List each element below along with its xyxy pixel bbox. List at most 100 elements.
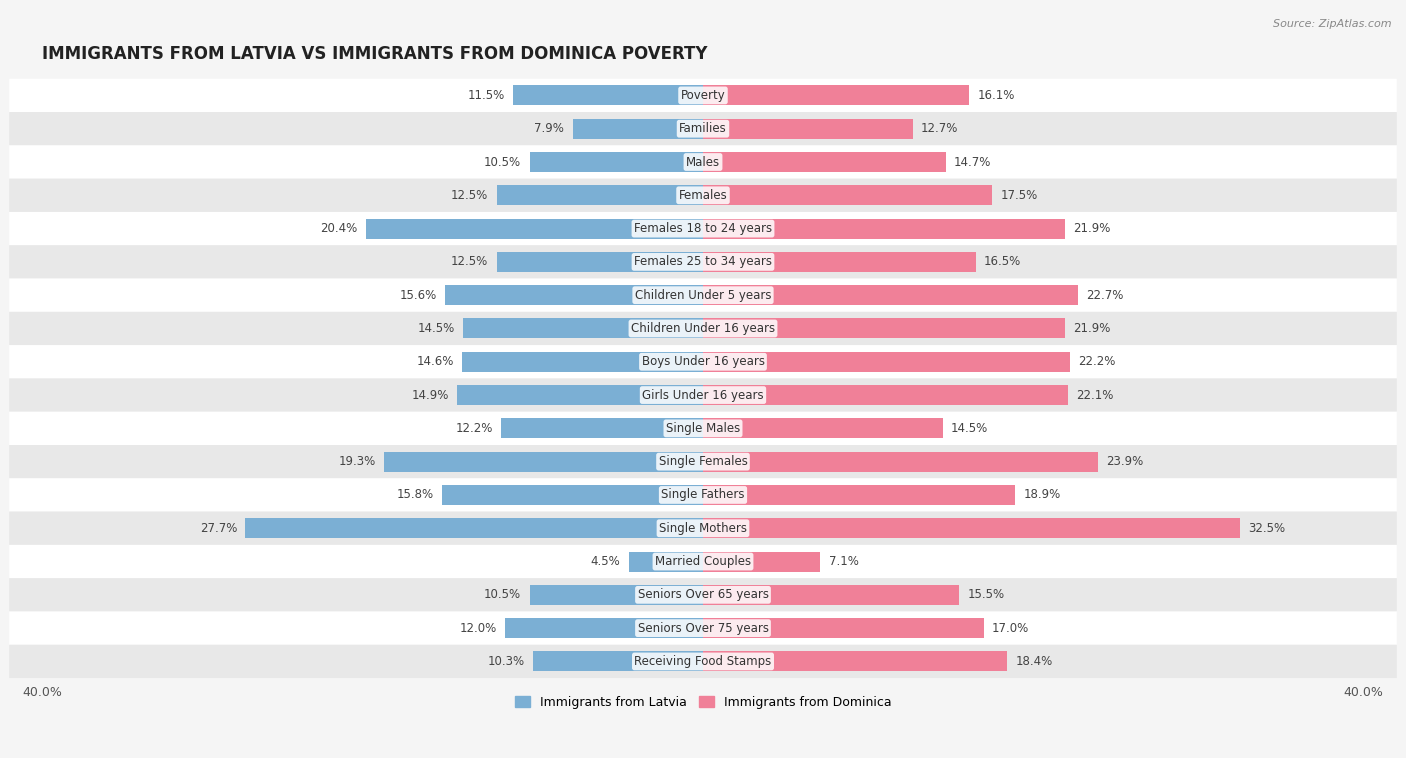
Text: 16.5%: 16.5% xyxy=(984,255,1021,268)
Bar xyxy=(703,119,912,139)
Text: 12.0%: 12.0% xyxy=(460,622,496,634)
Text: 10.3%: 10.3% xyxy=(488,655,524,668)
Bar xyxy=(703,252,976,272)
Text: Receiving Food Stamps: Receiving Food Stamps xyxy=(634,655,772,668)
Bar xyxy=(446,285,703,305)
Text: Females 18 to 24 years: Females 18 to 24 years xyxy=(634,222,772,235)
Text: Boys Under 16 years: Boys Under 16 years xyxy=(641,356,765,368)
Legend: Immigrants from Latvia, Immigrants from Dominica: Immigrants from Latvia, Immigrants from … xyxy=(509,691,897,714)
Text: 7.1%: 7.1% xyxy=(828,555,859,568)
Bar xyxy=(461,352,703,371)
FancyBboxPatch shape xyxy=(10,212,1396,246)
Text: Married Couples: Married Couples xyxy=(655,555,751,568)
Text: Single Mothers: Single Mothers xyxy=(659,522,747,534)
Text: 22.2%: 22.2% xyxy=(1078,356,1115,368)
Bar xyxy=(464,318,703,339)
FancyBboxPatch shape xyxy=(10,146,1396,179)
Text: 7.9%: 7.9% xyxy=(534,122,564,135)
Bar xyxy=(703,352,1070,371)
FancyBboxPatch shape xyxy=(10,578,1396,612)
Text: Girls Under 16 years: Girls Under 16 years xyxy=(643,389,763,402)
Text: 23.9%: 23.9% xyxy=(1107,455,1143,468)
Bar xyxy=(441,485,703,505)
Bar xyxy=(703,385,1069,405)
FancyBboxPatch shape xyxy=(10,79,1396,112)
Text: 12.5%: 12.5% xyxy=(451,189,488,202)
FancyBboxPatch shape xyxy=(10,246,1396,278)
Text: Children Under 16 years: Children Under 16 years xyxy=(631,322,775,335)
Bar xyxy=(703,585,959,605)
FancyBboxPatch shape xyxy=(10,545,1396,578)
Bar xyxy=(703,518,1240,538)
Text: 14.5%: 14.5% xyxy=(950,422,988,435)
Text: Seniors Over 75 years: Seniors Over 75 years xyxy=(637,622,769,634)
FancyBboxPatch shape xyxy=(10,645,1396,678)
Bar xyxy=(366,218,703,239)
Text: Families: Families xyxy=(679,122,727,135)
Bar xyxy=(703,418,942,438)
Bar xyxy=(628,552,703,572)
FancyBboxPatch shape xyxy=(10,278,1396,312)
FancyBboxPatch shape xyxy=(10,312,1396,345)
Text: 15.6%: 15.6% xyxy=(399,289,437,302)
Bar xyxy=(496,185,703,205)
Bar xyxy=(703,318,1064,339)
Bar xyxy=(703,485,1015,505)
Text: 22.1%: 22.1% xyxy=(1077,389,1114,402)
Bar xyxy=(703,152,946,172)
Text: 10.5%: 10.5% xyxy=(484,155,522,168)
Text: 17.0%: 17.0% xyxy=(993,622,1029,634)
Text: 27.7%: 27.7% xyxy=(200,522,238,534)
Bar xyxy=(457,385,703,405)
Text: 14.7%: 14.7% xyxy=(955,155,991,168)
Text: 15.8%: 15.8% xyxy=(396,488,433,502)
Text: Single Males: Single Males xyxy=(666,422,740,435)
Bar xyxy=(502,418,703,438)
Bar xyxy=(703,285,1078,305)
Text: 18.9%: 18.9% xyxy=(1024,488,1060,502)
Text: IMMIGRANTS FROM LATVIA VS IMMIGRANTS FROM DOMINICA POVERTY: IMMIGRANTS FROM LATVIA VS IMMIGRANTS FRO… xyxy=(42,45,707,64)
Text: 14.6%: 14.6% xyxy=(416,356,454,368)
Bar xyxy=(703,185,993,205)
Text: Single Fathers: Single Fathers xyxy=(661,488,745,502)
Bar xyxy=(703,218,1064,239)
Text: Males: Males xyxy=(686,155,720,168)
FancyBboxPatch shape xyxy=(10,478,1396,512)
Bar xyxy=(496,252,703,272)
Bar xyxy=(572,119,703,139)
Bar xyxy=(703,452,1098,471)
Bar xyxy=(703,651,1007,672)
Text: Seniors Over 65 years: Seniors Over 65 years xyxy=(637,588,769,601)
Text: 10.5%: 10.5% xyxy=(484,588,522,601)
Text: Females 25 to 34 years: Females 25 to 34 years xyxy=(634,255,772,268)
Text: 21.9%: 21.9% xyxy=(1073,322,1111,335)
Bar xyxy=(703,618,984,638)
Bar xyxy=(505,618,703,638)
Bar xyxy=(530,585,703,605)
Bar xyxy=(703,86,969,105)
Text: 4.5%: 4.5% xyxy=(591,555,620,568)
FancyBboxPatch shape xyxy=(10,612,1396,645)
Text: 20.4%: 20.4% xyxy=(321,222,357,235)
Bar xyxy=(246,518,703,538)
FancyBboxPatch shape xyxy=(10,378,1396,412)
Text: 19.3%: 19.3% xyxy=(339,455,375,468)
Bar xyxy=(703,552,820,572)
Text: 14.5%: 14.5% xyxy=(418,322,456,335)
Text: 11.5%: 11.5% xyxy=(468,89,505,102)
Text: 16.1%: 16.1% xyxy=(977,89,1015,102)
Text: Females: Females xyxy=(679,189,727,202)
Text: 12.7%: 12.7% xyxy=(921,122,959,135)
Bar xyxy=(513,86,703,105)
Text: 18.4%: 18.4% xyxy=(1015,655,1053,668)
Text: Poverty: Poverty xyxy=(681,89,725,102)
Text: 32.5%: 32.5% xyxy=(1249,522,1285,534)
Text: 15.5%: 15.5% xyxy=(967,588,1004,601)
FancyBboxPatch shape xyxy=(10,112,1396,146)
Bar xyxy=(533,651,703,672)
FancyBboxPatch shape xyxy=(10,445,1396,478)
Text: 21.9%: 21.9% xyxy=(1073,222,1111,235)
Text: 12.2%: 12.2% xyxy=(456,422,494,435)
FancyBboxPatch shape xyxy=(10,345,1396,378)
Text: 22.7%: 22.7% xyxy=(1087,289,1123,302)
